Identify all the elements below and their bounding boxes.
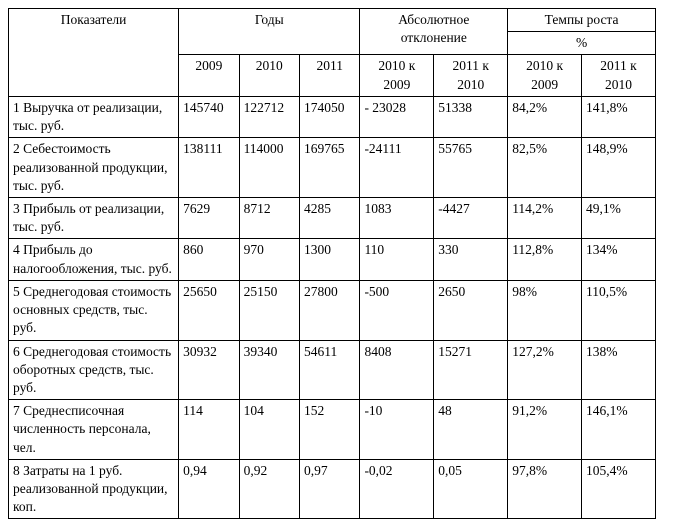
cell-value: 8408 <box>360 340 434 400</box>
cell-value: 0,05 <box>434 459 508 519</box>
cell-value: 134% <box>582 239 656 280</box>
table-row: 8 Затраты на 1 руб. реализованной продук… <box>9 459 656 519</box>
header-2010: 2010 <box>239 55 299 96</box>
header-rate-2011-2010: 2011 к 2010 <box>582 55 656 96</box>
header-abs-2011-2010: 2011 к 2010 <box>434 55 508 96</box>
row-label: 7 Среднесписочная численность персонала,… <box>9 400 179 460</box>
cell-value: 152 <box>300 400 360 460</box>
row-label: 2 Себестоимость реализованной продукции,… <box>9 138 179 198</box>
header-percent: % <box>508 32 656 55</box>
table-row: 1 Выручка от реализации, тыс. руб.145740… <box>9 96 656 137</box>
cell-value: -10 <box>360 400 434 460</box>
cell-value: 0,97 <box>300 459 360 519</box>
row-label: 6 Среднегодовая стоимость оборотных сред… <box>9 340 179 400</box>
cell-value: 127,2% <box>508 340 582 400</box>
header-years: Годы <box>179 9 360 55</box>
cell-value: 7629 <box>179 197 239 238</box>
cell-value: 82,5% <box>508 138 582 198</box>
cell-value: 27800 <box>300 280 360 340</box>
cell-value: 1083 <box>360 197 434 238</box>
row-label: 8 Затраты на 1 руб. реализованной продук… <box>9 459 179 519</box>
cell-value: 146,1% <box>582 400 656 460</box>
cell-value: 104 <box>239 400 299 460</box>
cell-value: -4427 <box>434 197 508 238</box>
header-2009: 2009 <box>179 55 239 96</box>
header-indicator: Показатели <box>9 9 179 97</box>
cell-value: 138% <box>582 340 656 400</box>
header-2011: 2011 <box>300 55 360 96</box>
cell-value: 1300 <box>300 239 360 280</box>
cell-value: 48 <box>434 400 508 460</box>
header-rate-2010-2009: 2010 к 2009 <box>508 55 582 96</box>
cell-value: 145740 <box>179 96 239 137</box>
table-row: 5 Среднегодовая стоимость основных средс… <box>9 280 656 340</box>
cell-value: 0,92 <box>239 459 299 519</box>
row-label: 4 Прибыль до налогообложения, тыс. руб. <box>9 239 179 280</box>
cell-value: 55765 <box>434 138 508 198</box>
cell-value: 138111 <box>179 138 239 198</box>
row-label: 3 Прибыль от реализации, тыс. руб. <box>9 197 179 238</box>
cell-value: 141,8% <box>582 96 656 137</box>
cell-value: 174050 <box>300 96 360 137</box>
cell-value: 8712 <box>239 197 299 238</box>
cell-value: 122712 <box>239 96 299 137</box>
row-label: 5 Среднегодовая стоимость основных средс… <box>9 280 179 340</box>
cell-value: 54611 <box>300 340 360 400</box>
cell-value: 2650 <box>434 280 508 340</box>
table-row: 4 Прибыль до налогообложения, тыс. руб.8… <box>9 239 656 280</box>
cell-value: 4285 <box>300 197 360 238</box>
cell-value: 97,8% <box>508 459 582 519</box>
cell-value: 105,4% <box>582 459 656 519</box>
cell-value: 39340 <box>239 340 299 400</box>
cell-value: 25650 <box>179 280 239 340</box>
header-abs-2010-2009: 2010 к 2009 <box>360 55 434 96</box>
cell-value: 84,2% <box>508 96 582 137</box>
cell-value: - 23028 <box>360 96 434 137</box>
cell-value: 970 <box>239 239 299 280</box>
cell-value: 25150 <box>239 280 299 340</box>
cell-value: -500 <box>360 280 434 340</box>
cell-value: 110 <box>360 239 434 280</box>
table-row: 6 Среднегодовая стоимость оборотных сред… <box>9 340 656 400</box>
cell-value: -24111 <box>360 138 434 198</box>
cell-value: 114000 <box>239 138 299 198</box>
cell-value: 0,94 <box>179 459 239 519</box>
cell-value: 110,5% <box>582 280 656 340</box>
cell-value: 114,2% <box>508 197 582 238</box>
financial-indicators-table: Показатели Годы Абсолютное отклонение Те… <box>8 8 656 519</box>
cell-value: 91,2% <box>508 400 582 460</box>
cell-value: 98% <box>508 280 582 340</box>
cell-value: 30932 <box>179 340 239 400</box>
cell-value: 148,9% <box>582 138 656 198</box>
cell-value: 15271 <box>434 340 508 400</box>
cell-value: 169765 <box>300 138 360 198</box>
cell-value: 330 <box>434 239 508 280</box>
cell-value: 51338 <box>434 96 508 137</box>
table-row: 7 Среднесписочная численность персонала,… <box>9 400 656 460</box>
header-growth: Темпы роста <box>508 9 656 32</box>
cell-value: 112,8% <box>508 239 582 280</box>
table-row: 3 Прибыль от реализации, тыс. руб.762987… <box>9 197 656 238</box>
cell-value: -0,02 <box>360 459 434 519</box>
table-row: 2 Себестоимость реализованной продукции,… <box>9 138 656 198</box>
row-label: 1 Выручка от реализации, тыс. руб. <box>9 96 179 137</box>
header-abs-dev: Абсолютное отклонение <box>360 9 508 55</box>
cell-value: 114 <box>179 400 239 460</box>
cell-value: 49,1% <box>582 197 656 238</box>
cell-value: 860 <box>179 239 239 280</box>
